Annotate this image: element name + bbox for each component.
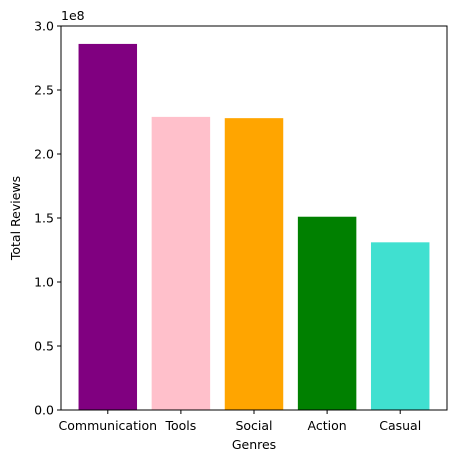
- bar-tools: [151, 116, 211, 410]
- bars-group: [78, 43, 430, 411]
- y-tick-label: 1.5: [34, 211, 54, 226]
- x-tick-label: Action: [308, 418, 347, 433]
- y-tick-label: 1.0: [34, 275, 54, 290]
- y-tick-label: 3.0: [34, 19, 54, 34]
- y-axis-offset-label: 1e8: [61, 8, 85, 23]
- y-tick-label: 2.5: [34, 83, 54, 98]
- x-tick-label: Casual: [379, 418, 421, 433]
- bar-social: [224, 118, 284, 410]
- y-tick-label: 0.0: [34, 403, 54, 418]
- x-tick-label: Communication: [59, 418, 158, 433]
- x-axis-ticks: Communication Tools Social Action Casual: [59, 410, 421, 433]
- bar-communication: [78, 43, 138, 411]
- y-axis-label: Total Reviews: [8, 176, 23, 261]
- y-tick-label: 2.0: [34, 147, 54, 162]
- x-tick-label: Social: [235, 418, 272, 433]
- x-tick-label: Tools: [164, 418, 196, 433]
- bar-action: [297, 216, 357, 410]
- x-axis-label: Genres: [232, 437, 276, 452]
- bar-casual: [370, 242, 430, 410]
- y-tick-label: 0.5: [34, 339, 54, 354]
- y-axis-ticks: 0.0 0.5 1.0 1.5 2.0 2.5 3.0: [34, 19, 61, 418]
